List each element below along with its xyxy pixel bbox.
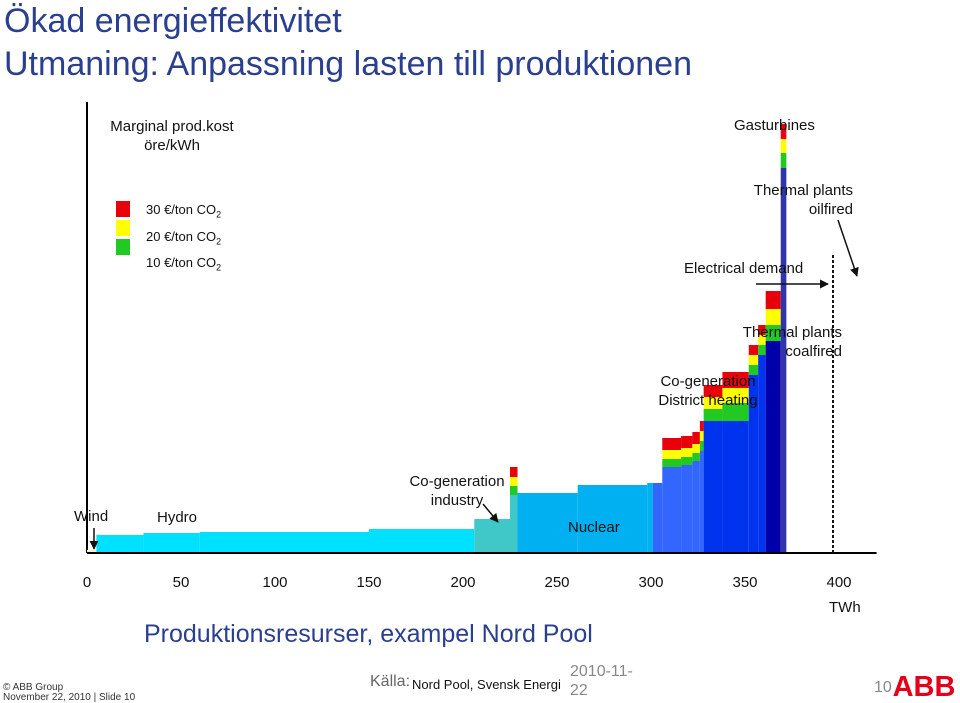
segment-coal-2	[722, 421, 749, 553]
segment-district-5-co2-20	[699, 431, 704, 441]
segment-hydro-4	[369, 529, 475, 553]
label-gasturbines: Gasturbines	[734, 117, 815, 134]
slide-title-line2: Utmaning: Anpassning lasten till produkt…	[4, 45, 692, 83]
segment-hydro-3	[199, 532, 369, 553]
legend-swatch-20	[116, 220, 130, 236]
legend-entry-20: 20 €/ton CO2	[146, 228, 222, 247]
x-tick-label-300: 300	[638, 574, 663, 591]
y-axis-label: Marginal prod.kost öre/kWh	[92, 118, 252, 156]
segment-coal-1-co2-20	[703, 397, 723, 409]
date: 2010-11- 22	[570, 663, 633, 700]
segment-coal-4-co2-30	[758, 325, 766, 335]
footer-copyright: © ABB Group	[3, 682, 64, 693]
arrow-thermal-oilfired	[837, 219, 859, 277]
segment-nuclear-2	[577, 485, 648, 553]
segment-district-3	[681, 465, 693, 553]
legend-swatch-10	[116, 239, 130, 255]
label-electrical-demand: Electrical demand	[684, 260, 804, 277]
segment-hydro-2	[143, 533, 200, 553]
segment-district-2-co2-20	[662, 450, 682, 459]
x-axis-label: TWh	[829, 599, 861, 616]
segment-coal-3-co2-10	[748, 365, 759, 375]
y-axis-label-line1: Marginal prod.kost	[110, 118, 234, 135]
segment-district-4-co2-30	[692, 432, 700, 444]
segment-cogen-industry-1	[474, 519, 510, 553]
segment-nuclear-3	[647, 483, 653, 553]
x-tick-label-350: 350	[732, 574, 757, 591]
subtitle: Produktionsresurser, exampel Nord Pool	[144, 620, 593, 648]
segment-district-5-co2-10	[699, 441, 704, 451]
segment-coal-1-co2-10	[703, 409, 723, 421]
segment-district-4-co2-10	[692, 453, 700, 461]
x-tick-label-150: 150	[356, 574, 381, 591]
svg-text:ABB: ABB	[893, 672, 956, 699]
segment-coal-2-co2-30	[722, 372, 749, 388]
segment-district-1	[652, 483, 663, 553]
segment-coal-1-co2-30	[703, 385, 723, 397]
label-hydro: Hydro	[157, 509, 198, 526]
x-tick-label-100: 100	[262, 574, 287, 591]
slide-title-line1: Ökad energieffektivitet	[4, 2, 342, 40]
segment-coal-4-co2-20	[758, 335, 766, 345]
segment-district-2-co2-10	[662, 459, 682, 467]
segment-coal-2-co2-20	[722, 388, 749, 403]
legend-swatch-30	[116, 201, 130, 217]
x-tick-label-0: 0	[83, 574, 91, 591]
x-tick-label-50: 50	[173, 574, 190, 591]
legend-entry-10: 10 €/ton CO2	[146, 255, 222, 273]
source-label: Källa:	[370, 673, 411, 690]
legend-entry-30: 30 €/ton CO2	[146, 202, 222, 220]
segment-coal-3	[748, 375, 759, 553]
arrow-cogen-industry	[482, 503, 499, 523]
segment-coal-2-co2-10	[722, 403, 749, 421]
segment-coal-4	[758, 355, 766, 553]
segment-coal-1	[703, 421, 723, 553]
segment-district-4-co2-20	[692, 444, 700, 453]
segment-hydro-1	[96, 535, 144, 553]
segment-oil	[765, 341, 781, 553]
label-wind: Wind	[74, 508, 109, 525]
segment-district-3-co2-20	[681, 448, 693, 457]
segment-gasturbines-co2-20	[780, 139, 787, 153]
abb-logo: ABB	[893, 672, 956, 699]
legend: 30 €/ton CO2 20 €/ton CO2 10 €/ton CO2	[146, 199, 221, 279]
segment-oil-co2-10	[765, 325, 781, 341]
segment-district-3-co2-30	[681, 436, 693, 448]
segment-gasturbines	[780, 168, 787, 553]
segment-district-5-co2-30	[699, 421, 704, 431]
segment-cogen-industry-2	[510, 495, 518, 553]
segment-cogen-industry-2-co2-10	[510, 486, 518, 495]
label-thermal-coalfired: Thermal plants coalfired	[742, 324, 842, 360]
segment-cogen-industry-2-co2-20	[510, 477, 518, 486]
label-thermal-oilfired: Thermal plants oilfired	[753, 182, 853, 218]
page-number: 10	[874, 679, 892, 696]
segment-nuclear-1	[517, 493, 578, 553]
footer-date-slide: November 22, 2010 | Slide 10	[3, 692, 136, 703]
segment-coal-3-co2-20	[748, 355, 759, 365]
segment-gasturbines-co2-30	[780, 124, 787, 139]
label-cogen-district: Co-generation District heating	[658, 373, 758, 409]
segment-district-3-co2-10	[681, 457, 693, 465]
segment-district-2-co2-30	[662, 438, 682, 450]
segment-coal-3-co2-30	[748, 345, 759, 355]
segment-district-2	[662, 467, 682, 553]
label-cogen-industry: Co-generation industry	[409, 473, 505, 509]
segment-district-4	[692, 461, 700, 553]
y-axis-label-line2: öre/kWh	[144, 136, 200, 154]
segment-district-5	[699, 451, 704, 553]
segment-coal-4-co2-10	[758, 345, 766, 355]
segment-oil-co2-30	[765, 291, 781, 309]
segment-cogen-industry-2-co2-30	[510, 467, 518, 477]
x-tick-label-200: 200	[450, 574, 475, 591]
segment-oil-co2-20	[765, 309, 781, 325]
segment-wind	[87, 550, 97, 553]
segment-gasturbines-co2-10	[780, 153, 787, 168]
x-tick-label-400: 400	[826, 574, 851, 591]
label-nuclear: Nuclear	[568, 519, 620, 536]
x-tick-label-250: 250	[544, 574, 569, 591]
source-value: Nord Pool, Svensk Energi	[412, 677, 561, 692]
